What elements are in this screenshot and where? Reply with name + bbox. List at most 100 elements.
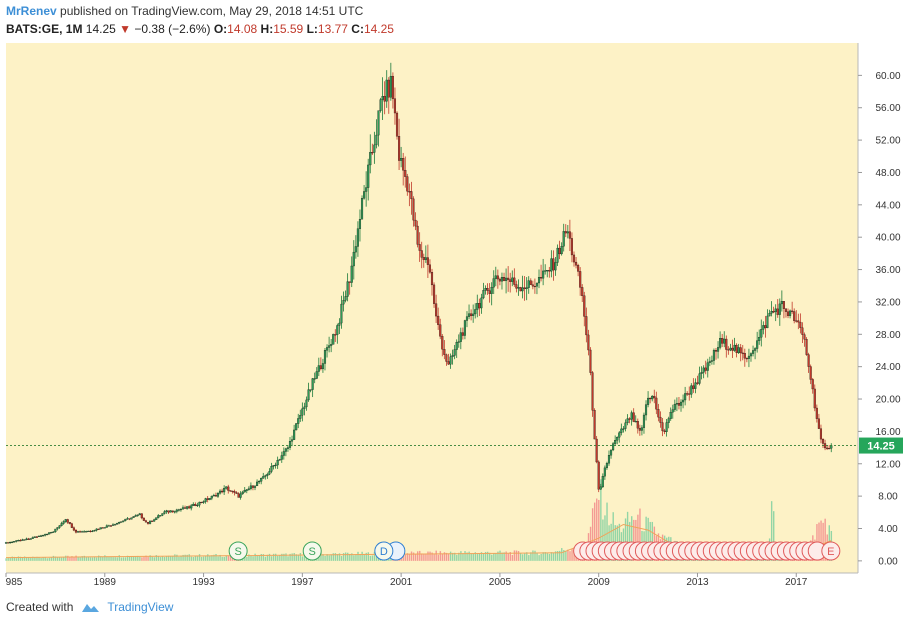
candle-body: [585, 316, 588, 336]
candle-body: [97, 528, 100, 530]
tradingview-link[interactable]: TradingView: [107, 600, 174, 614]
candle-body: [19, 540, 22, 542]
candle-body: [305, 399, 308, 408]
dividend-marker[interactable]: [374, 541, 394, 561]
candle-body: [550, 258, 553, 272]
candle-body: [196, 504, 199, 507]
volume-bar: [229, 555, 232, 561]
candle-body: [562, 231, 565, 247]
volume-bar: [130, 556, 133, 561]
volume-bar: [412, 552, 415, 561]
volume-bar: [435, 550, 437, 561]
volume-bar: [293, 553, 295, 561]
candle-body: [344, 296, 347, 301]
volume-bar: [180, 555, 182, 561]
earnings-marker[interactable]: [821, 541, 841, 561]
volume-bar: [651, 521, 654, 561]
candle-body: [647, 397, 650, 405]
candle-body: [373, 144, 376, 153]
volume-bar: [441, 553, 444, 561]
y-tick-label: 36.00: [875, 265, 900, 276]
candle-body: [795, 320, 798, 322]
open-label: O:: [213, 22, 228, 36]
volume-bar: [526, 552, 528, 561]
candle-body: [70, 523, 73, 528]
volume-bar: [30, 557, 32, 561]
candle-body: [531, 284, 534, 287]
candle-body: [132, 516, 135, 518]
candle-body: [202, 501, 205, 503]
volume-bar: [209, 555, 211, 561]
author-link[interactable]: MrRenev: [6, 4, 57, 18]
candle-body: [426, 257, 429, 265]
volume-bar: [287, 556, 289, 561]
volume-bar: [98, 555, 100, 561]
candle-body: [371, 152, 374, 154]
candle-body: [663, 430, 666, 432]
candle-body: [210, 495, 213, 499]
candle-body: [206, 498, 209, 500]
volume-bar: [534, 550, 536, 561]
volume-bar: [347, 552, 349, 561]
volume-bar: [79, 557, 81, 561]
candle-body: [537, 277, 541, 284]
volume-bar: [279, 555, 281, 561]
candle-body: [346, 281, 349, 297]
chart-background: [6, 43, 858, 573]
candle-body: [155, 517, 158, 520]
volume-bar: [349, 553, 351, 561]
volume-bar: [73, 556, 75, 561]
candle-body: [231, 490, 234, 492]
candle-body: [729, 347, 732, 351]
volume-bar: [102, 556, 104, 561]
candle-body: [402, 158, 405, 171]
volume-bar: [11, 556, 13, 561]
candle-body: [307, 389, 310, 401]
candle-body: [622, 428, 625, 430]
volume-bar: [770, 501, 773, 561]
candle-body: [799, 321, 802, 328]
volume-bar: [540, 553, 542, 561]
y-tick-label: 8.00: [878, 492, 898, 503]
volume-bar: [486, 551, 489, 561]
candle-body: [146, 522, 150, 524]
candle-body: [778, 303, 781, 315]
candle-body: [336, 325, 339, 335]
candle-body: [389, 75, 392, 98]
volume-bar: [637, 514, 639, 561]
volume-bar: [524, 553, 526, 561]
candle-body: [225, 486, 228, 489]
volume-bar: [100, 556, 102, 561]
candle-body: [725, 338, 728, 350]
volume-bar: [429, 551, 431, 561]
volume-bar: [495, 553, 497, 561]
volume-bar: [414, 554, 417, 561]
volume-bar: [65, 555, 67, 561]
volume-bar: [190, 556, 193, 561]
symbol-name[interactable]: BATS:GE, 1M: [6, 22, 83, 36]
candle-body: [747, 355, 750, 359]
volume-bar: [334, 553, 337, 561]
candle-body: [581, 287, 584, 296]
volume-bar: [260, 554, 262, 561]
candle-body: [566, 231, 569, 234]
volume-bar: [505, 551, 507, 561]
volume-bar: [277, 555, 279, 561]
volume-bar: [225, 555, 228, 561]
candle-body: [554, 262, 557, 271]
split-marker[interactable]: [302, 541, 322, 561]
candle-body: [803, 334, 806, 340]
volume-bar: [301, 556, 304, 561]
candle-body: [159, 515, 162, 517]
volume-bar: [324, 555, 326, 561]
volume-bar: [5, 558, 7, 561]
split-marker[interactable]: [228, 541, 248, 561]
volume-bar: [188, 554, 190, 561]
candle-body: [616, 437, 619, 441]
candle-body: [48, 532, 51, 535]
volume-bar: [499, 550, 501, 561]
candle-body: [200, 501, 203, 504]
candle-body: [784, 308, 788, 312]
volume-bar: [544, 552, 546, 561]
